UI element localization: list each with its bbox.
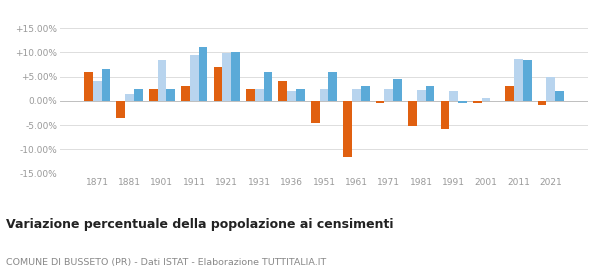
Bar xyxy=(449,91,458,101)
Bar xyxy=(93,81,101,101)
Bar xyxy=(473,101,482,103)
Bar xyxy=(149,89,158,101)
Bar xyxy=(223,53,231,101)
Bar xyxy=(417,90,425,101)
Bar xyxy=(84,72,93,101)
Bar xyxy=(523,60,532,101)
Bar xyxy=(134,89,143,101)
Bar xyxy=(328,72,337,101)
Bar xyxy=(547,76,555,101)
Bar xyxy=(278,81,287,101)
Text: COMUNE DI BUSSETO (PR) - Dati ISTAT - Elaborazione TUTTITALIA.IT: COMUNE DI BUSSETO (PR) - Dati ISTAT - El… xyxy=(6,258,326,267)
Bar xyxy=(125,94,134,101)
Bar xyxy=(514,59,523,101)
Text: Variazione percentuale della popolazione ai censimenti: Variazione percentuale della popolazione… xyxy=(6,218,394,231)
Bar xyxy=(320,89,328,101)
Bar xyxy=(190,55,199,101)
Bar xyxy=(505,86,514,101)
Bar xyxy=(181,86,190,101)
Bar xyxy=(425,86,434,101)
Bar xyxy=(458,101,467,103)
Bar xyxy=(101,69,110,101)
Bar xyxy=(555,91,564,101)
Bar xyxy=(263,72,272,101)
Bar xyxy=(385,89,393,101)
Bar xyxy=(352,89,361,101)
Bar xyxy=(311,101,320,123)
Bar xyxy=(408,101,417,126)
Bar xyxy=(538,101,547,105)
Bar xyxy=(199,47,208,101)
Bar xyxy=(287,91,296,101)
Bar xyxy=(255,89,263,101)
Bar xyxy=(482,98,490,101)
Bar xyxy=(166,89,175,101)
Bar xyxy=(116,101,125,118)
Bar xyxy=(376,101,385,103)
Bar xyxy=(440,101,449,129)
Bar xyxy=(361,86,370,101)
Bar xyxy=(296,89,305,101)
Bar xyxy=(343,101,352,157)
Bar xyxy=(246,89,255,101)
Bar xyxy=(158,60,166,101)
Bar xyxy=(231,52,240,101)
Bar xyxy=(214,67,223,101)
Bar xyxy=(393,79,402,101)
